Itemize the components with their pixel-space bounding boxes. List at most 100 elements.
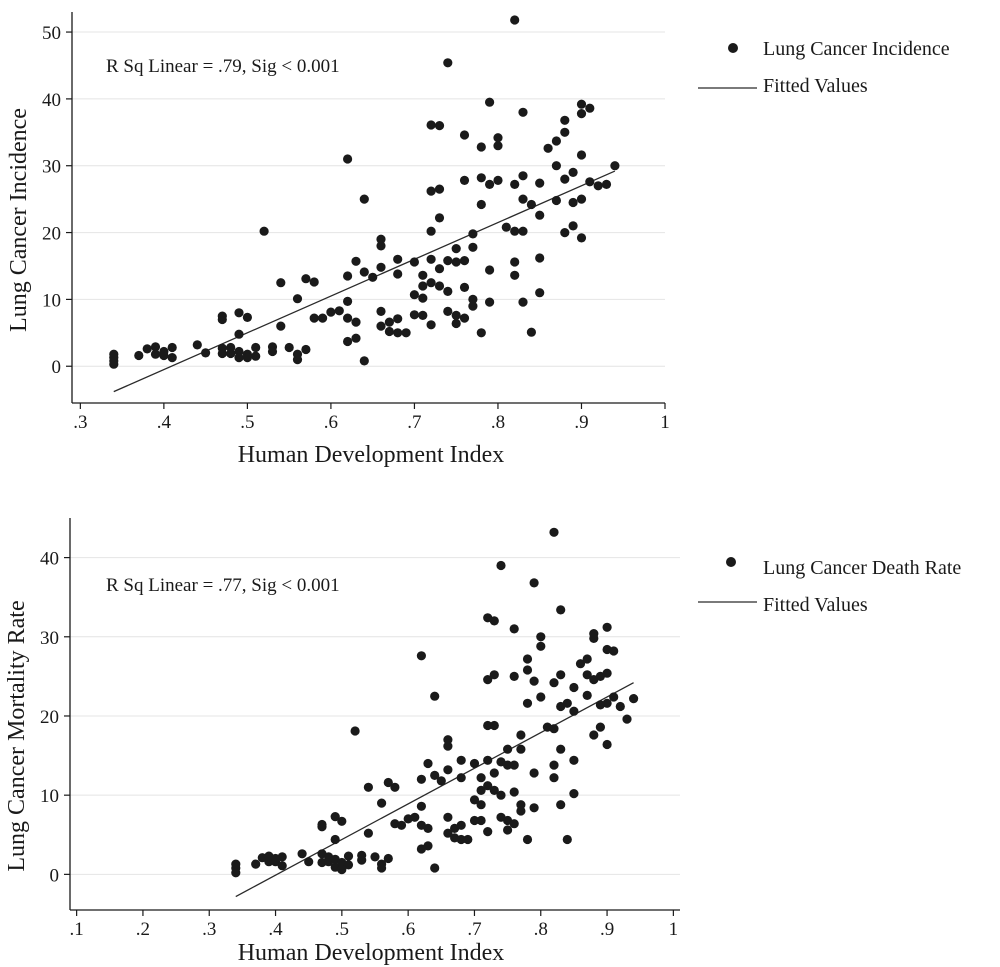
x-tick-label: .3 [73,412,87,433]
data-point [485,179,495,189]
data-point [337,865,347,875]
data-point [560,228,570,238]
data-point [284,342,294,353]
data-point [516,800,526,810]
data-point [330,812,340,822]
data-point [509,671,519,681]
data-point [602,668,612,678]
x-tick-label: .1 [70,919,84,940]
x-tick-label: .5 [335,919,349,940]
y-tick-label: 0 [52,357,62,378]
data-point [576,109,587,119]
data-point [582,670,592,680]
data-point [476,328,486,338]
data-point [326,307,336,317]
data-point [393,314,403,324]
data-point [476,773,486,783]
data-point [556,605,566,615]
data-point [510,257,520,267]
data-point [443,735,453,745]
data-point [351,256,361,266]
legend-label-series: Lung Cancer Incidence [763,38,950,60]
data-point [476,815,486,826]
data-point [536,692,546,702]
data-point [568,167,578,177]
data-point [292,355,303,365]
data-point [304,857,314,867]
data-point [602,739,612,750]
data-point [535,288,545,298]
data-point [343,313,353,323]
data-point [585,103,595,113]
data-point [529,803,539,813]
data-point [576,194,587,204]
data-point [436,776,446,786]
data-point [551,136,562,146]
x-tick-label: .6 [401,919,415,940]
data-point [610,161,620,171]
data-point [357,855,367,865]
data-point [589,633,599,643]
data-point [370,852,380,862]
data-point [426,226,436,236]
data-point [434,213,445,223]
data-point [568,197,578,208]
data-point [576,233,587,243]
data-point [595,722,606,732]
data-point [529,676,539,686]
data-point [489,768,499,778]
data-point [476,173,486,183]
data-point [368,272,378,282]
data-point [109,349,119,359]
data-point [330,834,340,845]
data-point [377,863,387,873]
data-point [226,348,236,359]
data-point [434,264,445,274]
data-point [489,616,499,626]
legend: Lung Cancer Incidence Fitted Values [698,38,950,97]
x-tick-label: .8 [534,919,548,940]
data-point [518,226,528,236]
x-tick-label: .7 [407,412,421,433]
y-tick-label: 10 [42,290,61,311]
data-point [301,274,311,284]
data-point [503,825,513,835]
data-point [469,795,480,805]
data-point [423,841,433,851]
data-point [443,812,453,822]
y-axis-title: Lung Cancer Incidence [6,108,32,332]
data-point [560,127,570,137]
data-point [509,624,519,634]
data-point [483,720,493,731]
plot-area: 0 10 20 30 40 50 .3 .4 .5 .6 .7 .8 .9 1 [42,12,670,433]
data-point [516,806,526,816]
data-point [568,221,578,231]
data-point [485,97,495,107]
data-point [510,270,520,280]
data-point [522,654,533,664]
data-point [585,177,595,187]
data-point [529,768,539,778]
x-axis-title: Human Development Index [238,940,505,966]
data-point [468,301,478,311]
data-point [518,297,528,307]
data-point [416,801,426,811]
data-point [430,691,440,701]
data-point [516,730,526,740]
y-tick-label: 30 [40,628,59,649]
y-tick-label: 20 [42,224,61,245]
data-point [562,834,572,845]
data-point [569,682,579,693]
fitted-line [235,682,634,898]
data-point [456,773,466,783]
data-point [489,670,499,680]
data-point [393,269,403,279]
x-tick-label: .3 [202,919,216,940]
data-point [343,336,353,347]
data-point [556,800,566,810]
data-point [582,690,592,700]
data-point [234,353,244,363]
data-point [443,256,453,266]
data-point [459,313,470,323]
data-point [556,670,566,680]
